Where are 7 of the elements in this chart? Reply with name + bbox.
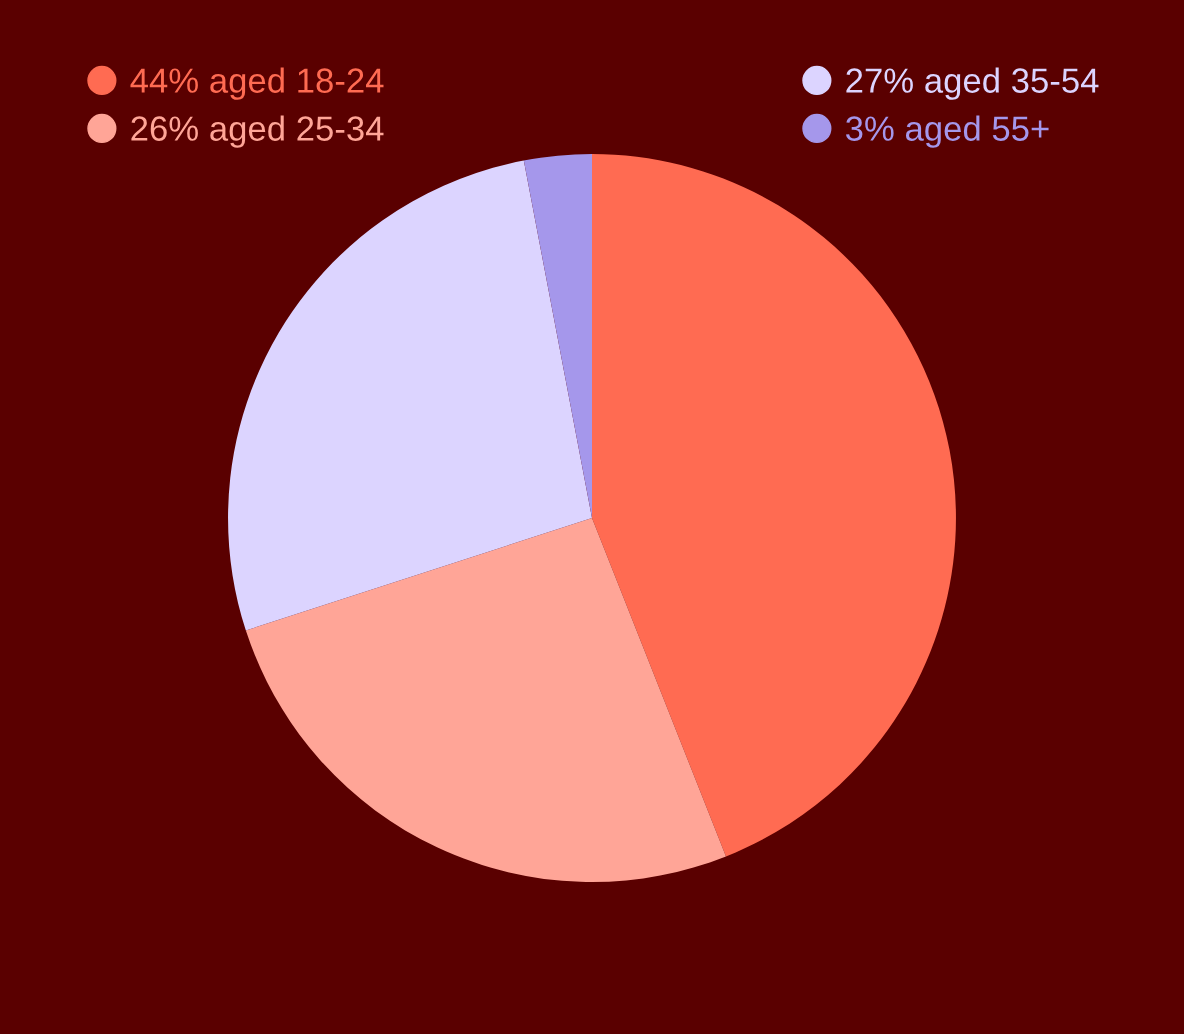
pie-slice [228,160,592,631]
legend-label: 26% aged 25-34 [131,115,384,148]
pie-slice [592,154,956,857]
legend-label: 3% aged 55+ [845,115,1049,148]
pie-slice [245,518,726,882]
legend-label: 44% aged 18-24 [130,67,384,100]
legend-label: 27% aged 35-54 [846,67,1099,100]
